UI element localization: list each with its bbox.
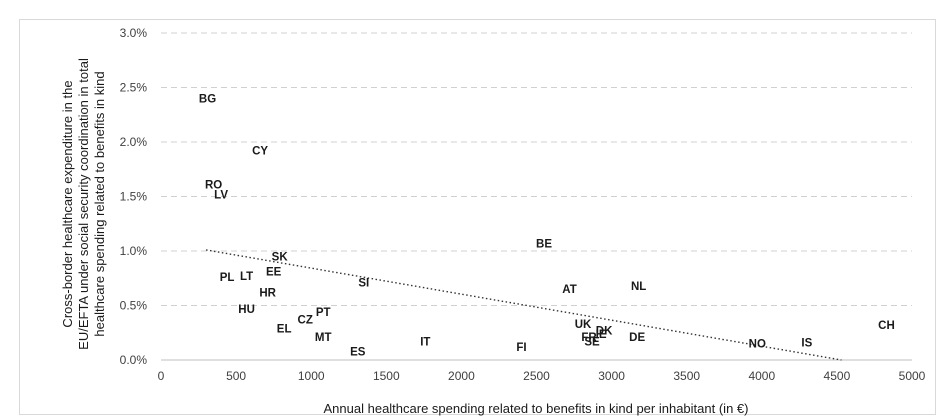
point-label-uk: UK	[575, 319, 592, 331]
y-tick-label: 0.0%	[120, 353, 148, 367]
point-label-si: SI	[358, 278, 369, 290]
point-label-hu: HU	[238, 304, 255, 316]
x-tick-label: 4000	[748, 369, 775, 383]
x-tick-label: 5000	[899, 369, 926, 383]
x-tick-label: 1500	[373, 369, 400, 383]
y-tick-label: 2.5%	[120, 81, 148, 95]
point-label-be: BE	[536, 238, 552, 250]
point-label-fi: FI	[516, 342, 526, 354]
point-label-cy: CY	[252, 146, 268, 158]
point-label-es: ES	[350, 346, 366, 358]
y-axis-title: Cross-border healthcare expenditure in t…	[60, 58, 107, 350]
point-label-ee: EE	[266, 267, 282, 279]
point-label-dk: DK	[596, 326, 613, 338]
point-label-hr: HR	[259, 287, 276, 299]
y-axis-title-line-2: EU/EFTA under social security coordinati…	[76, 58, 91, 350]
point-label-el: EL	[277, 323, 292, 335]
point-label-lt: LT	[240, 271, 253, 283]
x-tick-label: 0	[158, 369, 165, 383]
trend-line	[205, 249, 842, 361]
y-tick-label: 3.0%	[120, 26, 148, 40]
point-label-ch: CH	[878, 320, 895, 332]
y-tick-label: 1.0%	[120, 244, 148, 258]
point-label-at: AT	[562, 284, 576, 296]
x-tick-label: 2000	[448, 369, 475, 383]
y-axis: 0.0% 0.5% 1.0% 1.5% 2.0% 2.5% 3.0%	[120, 26, 148, 367]
trendline	[205, 249, 842, 361]
x-tick-label: 2500	[523, 369, 550, 383]
point-label-pl: PL	[220, 272, 235, 284]
point-label-it: IT	[420, 336, 430, 348]
y-axis-title-line-1: Cross-border healthcare expenditure in t…	[60, 80, 75, 327]
y-tick-label: 2.0%	[120, 135, 148, 149]
point-label-fr: FR	[581, 332, 597, 344]
point-label-lv: LV	[214, 189, 228, 201]
x-tick-label: 3500	[673, 369, 700, 383]
x-tick-label: 500	[226, 369, 246, 383]
point-label-bg: BG	[199, 93, 216, 105]
point-label-de: DE	[629, 332, 645, 344]
point-label-mt: MT	[315, 332, 332, 344]
y-tick-label: 0.5%	[120, 299, 148, 313]
grid-lines	[161, 32, 912, 306]
point-label-se: SE	[584, 336, 600, 348]
point-label-is: IS	[801, 338, 812, 350]
point-label-sk: SK	[272, 251, 289, 263]
x-tick-label: 4500	[824, 369, 851, 383]
point-label-nl: NL	[631, 281, 646, 293]
point-label-cz: CZ	[298, 315, 313, 327]
point-label-no: NO	[749, 339, 766, 351]
point-label-ro: RO	[205, 180, 222, 192]
point-label-ie: IE	[596, 329, 607, 341]
y-axis-title-line-3: healthcare spending related to benefits …	[92, 71, 107, 336]
x-tick-label: 3000	[598, 369, 625, 383]
x-tick-label: 1000	[298, 369, 325, 383]
y-tick-label: 1.5%	[120, 190, 148, 204]
x-axis: 0 500 1000 1500 2000 2500 3000 3500 4000 4500 5000	[158, 359, 926, 383]
x-axis-title: Annual healthcare spending related to be…	[324, 401, 749, 416]
point-label-pt: PT	[316, 307, 331, 319]
